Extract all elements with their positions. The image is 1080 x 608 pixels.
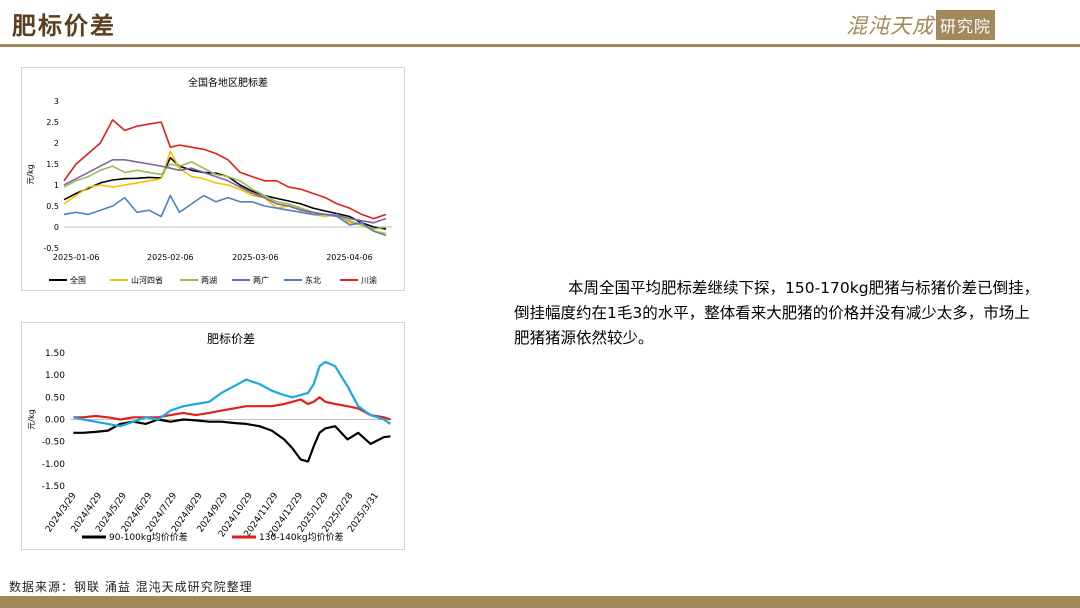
series-line-0 bbox=[63, 156, 387, 230]
y-axis-label: 元/kg bbox=[27, 409, 36, 429]
logo-main-text: 混沌天成 bbox=[846, 14, 934, 38]
y-axis-label: 元/kg bbox=[26, 164, 35, 184]
logo-box-text: 研究院 bbox=[936, 10, 996, 40]
chart-regional-spread: 全国各地区肥标差元/kg -0.5 0 0.5 1 1.5 2 2.5 3 2025-01-06 2… bbox=[21, 67, 405, 291]
series-line-2 bbox=[73, 360, 392, 428]
x-tick-label: 2025-01-06 bbox=[53, 253, 100, 262]
y-tick-label: -0.50 bbox=[42, 438, 66, 448]
chart-title: 全国各地区肥标差 bbox=[188, 76, 268, 89]
header-divider bbox=[0, 44, 1080, 47]
legend-label: 两广 bbox=[253, 275, 269, 285]
y-tick-label: 0 bbox=[54, 223, 59, 232]
y-tick-label: -1.00 bbox=[42, 460, 66, 470]
y-tick-label: 0.50 bbox=[45, 393, 65, 403]
y-tick-label: -1.50 bbox=[42, 482, 66, 492]
chart-title: 肥标价差 bbox=[207, 332, 255, 346]
y-tick-label: 2.5 bbox=[46, 118, 59, 127]
legend-label: 东北 bbox=[305, 275, 321, 285]
legend-label: 川渝 bbox=[361, 275, 377, 285]
series-line-4 bbox=[63, 194, 387, 237]
legend-label: 全国 bbox=[70, 275, 86, 285]
chart-fat-standard-spread-svg: 肥标价差元/kg-1.50-1.00-0.500.000.501.001.502… bbox=[27, 332, 392, 543]
series-line-2 bbox=[63, 161, 387, 230]
description-text: 本周全国平均肥标差继续下探，150-170kg肥猪与标猪价差已倒挂，倒挂幅度约在… bbox=[514, 279, 1040, 347]
x-tick-label: 2025-04-06 bbox=[326, 253, 373, 262]
chart-fat-standard-spread: 肥标价差 元/kg -1.50 -1.00 -0.50 0.00 0.50 1.00 1.50 2… bbox=[21, 322, 405, 550]
x-tick-label: 2025-03-06 bbox=[232, 253, 279, 262]
x-tick-label: 2025-02-06 bbox=[147, 253, 194, 262]
legend-label: 两湖 bbox=[201, 276, 217, 285]
y-tick-label: 0.5 bbox=[46, 202, 59, 211]
series-line-1 bbox=[63, 150, 387, 235]
y-tick-label: 1.5 bbox=[46, 160, 59, 169]
y-tick-label: 1.00 bbox=[45, 371, 65, 381]
series-line-1 bbox=[73, 396, 391, 421]
legend-label: 130-140kg均价价差 bbox=[259, 531, 344, 543]
y-tick-label: 2 bbox=[54, 139, 59, 148]
y-tick-label: -0.5 bbox=[43, 244, 59, 253]
y-tick-label: 0.00 bbox=[45, 416, 65, 426]
brand-logo: 混沌天成 研究院 bbox=[846, 10, 996, 40]
y-tick-label: 1.50 bbox=[45, 349, 65, 359]
data-source-note: 数据来源：钢联 涌益 混沌天成研究院整理 bbox=[9, 580, 253, 594]
legend-label: 90-100kg均价价差 bbox=[109, 531, 188, 543]
page-title: 肥标价差 bbox=[12, 11, 116, 40]
footer-bar bbox=[0, 596, 1080, 608]
legend-label: 山河四省 bbox=[131, 275, 163, 285]
y-tick-label: 1 bbox=[54, 181, 59, 190]
y-tick-label: 3 bbox=[54, 97, 59, 106]
series-line-5 bbox=[63, 119, 387, 220]
